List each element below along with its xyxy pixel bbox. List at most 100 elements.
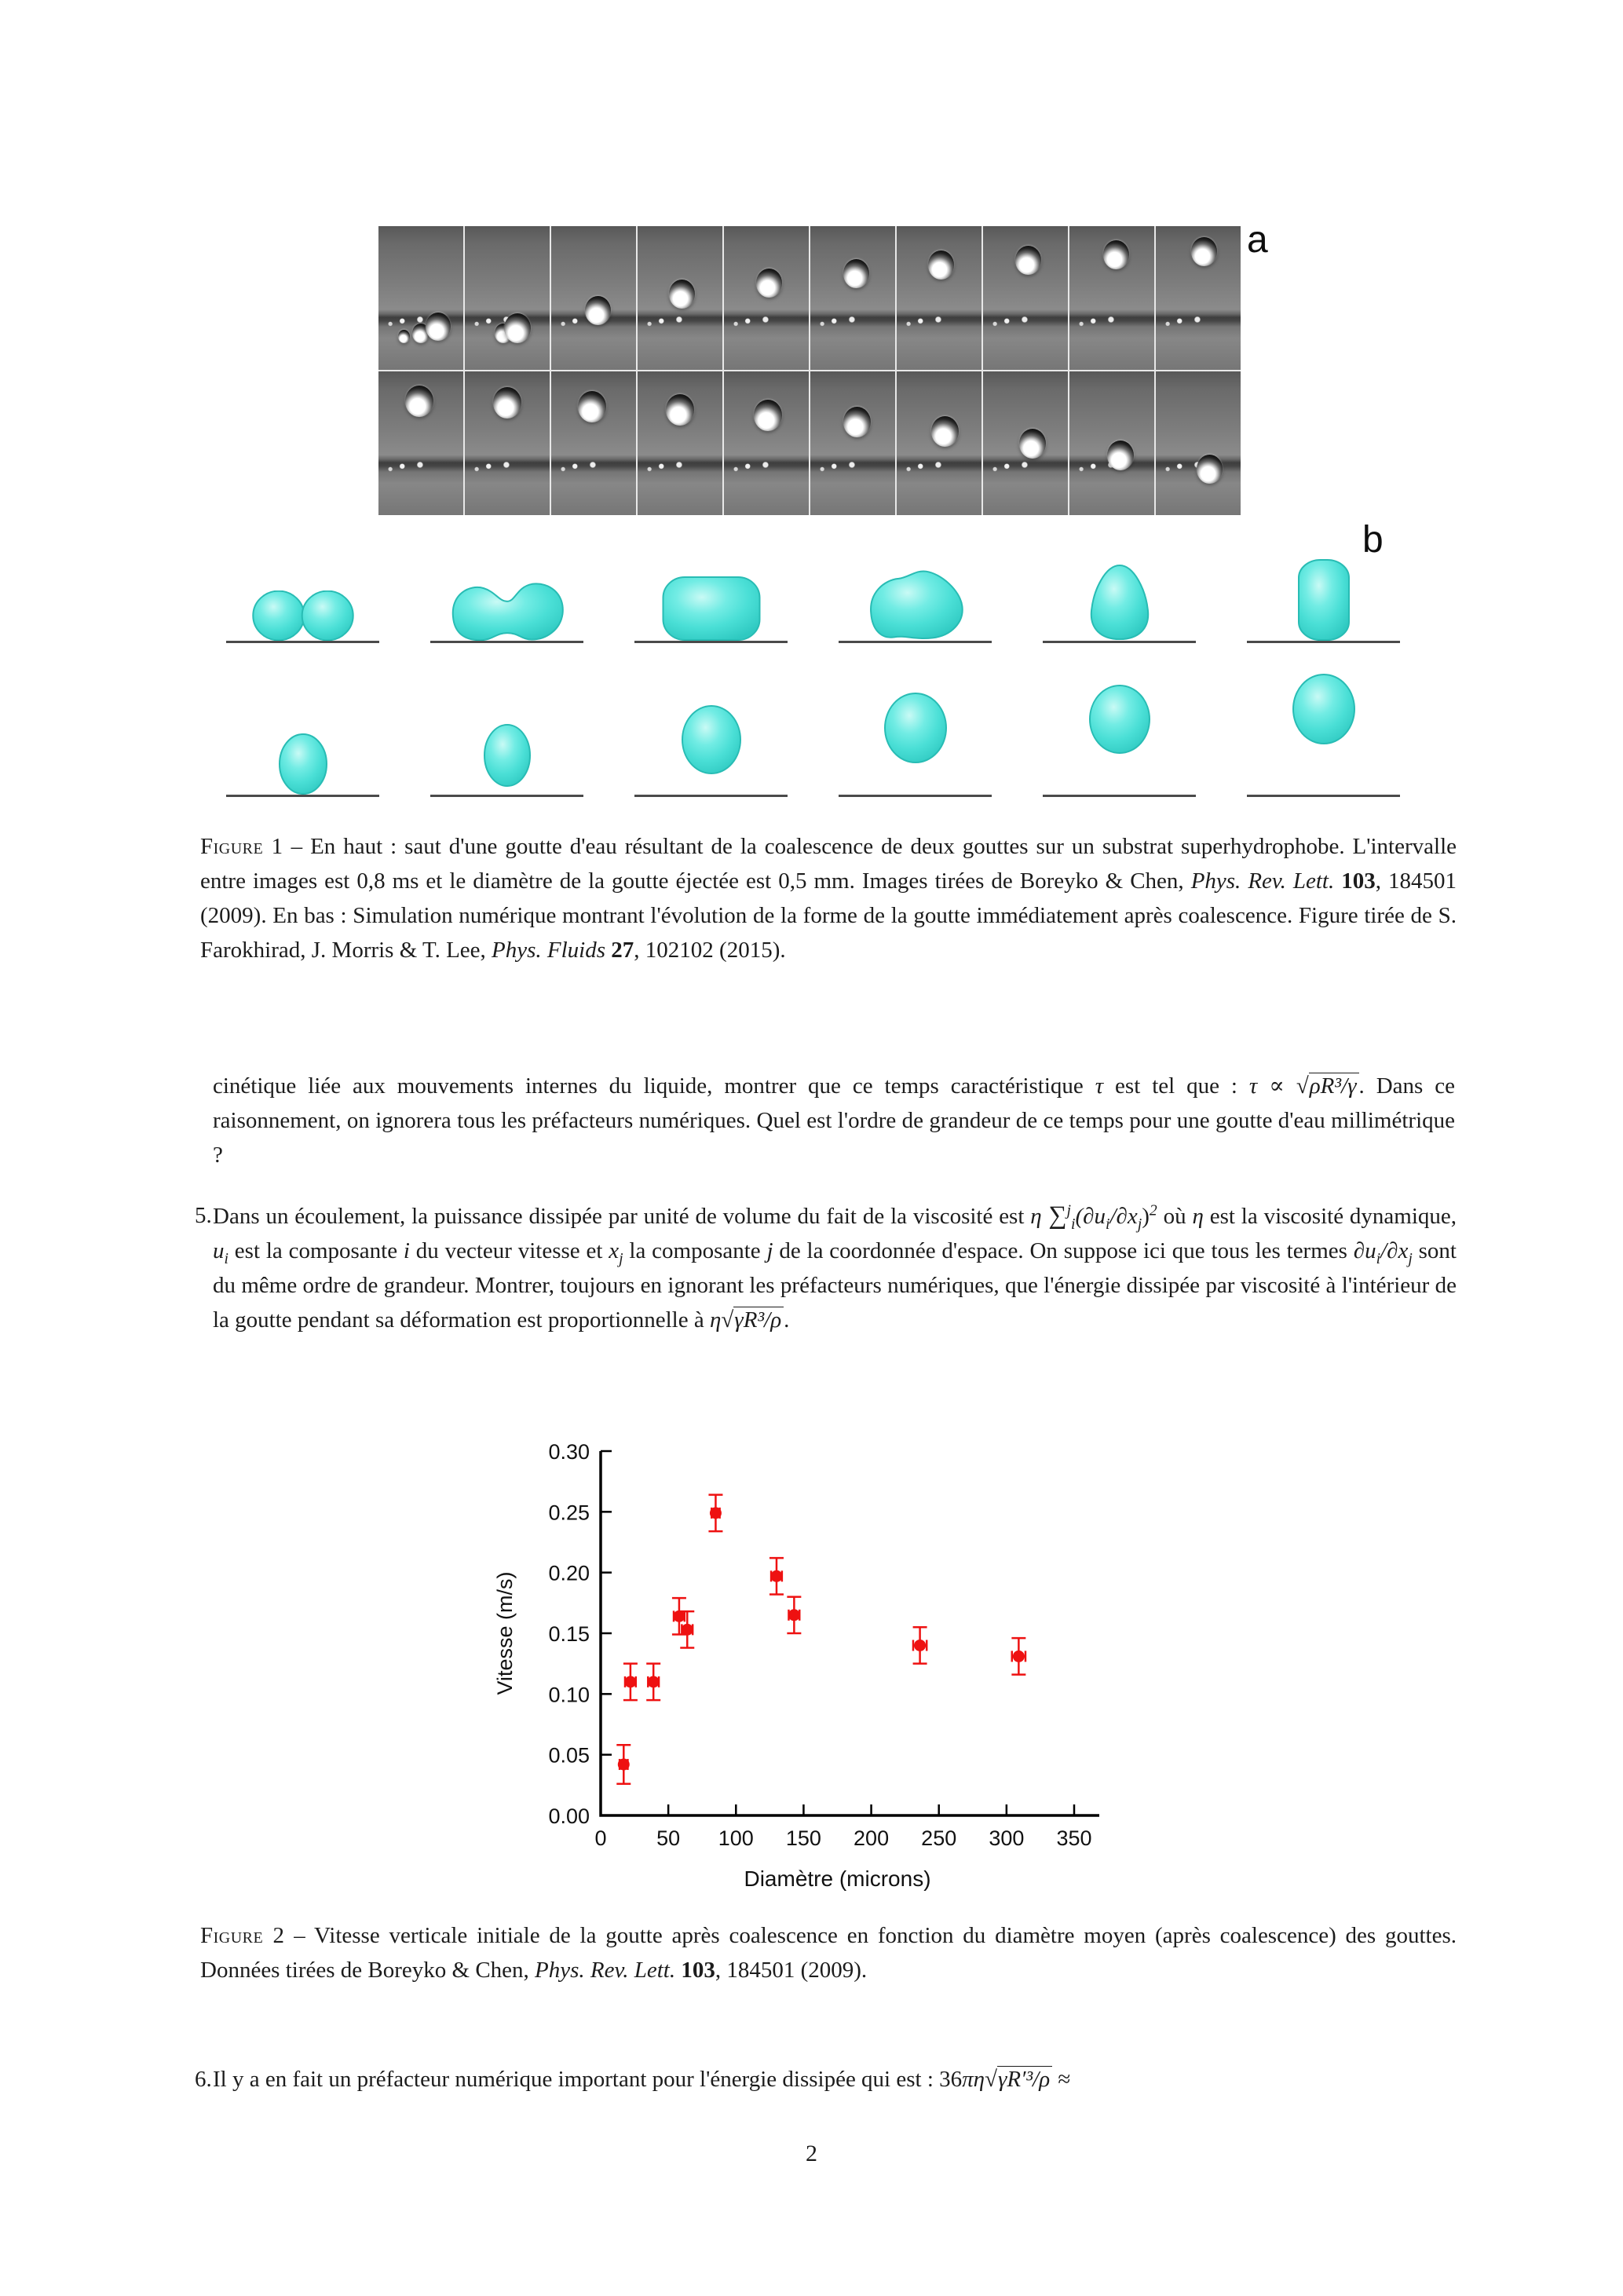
water-droplet (1191, 237, 1217, 266)
x-tick-label: 50 (656, 1826, 680, 1850)
photo-frame (810, 371, 895, 515)
photo-frame (810, 226, 895, 370)
photo-frame (1156, 226, 1241, 370)
page-number: 2 (806, 2141, 817, 2166)
x-tick-label: 350 (1056, 1826, 1091, 1850)
water-droplet (585, 296, 611, 325)
photo-frame (983, 371, 1068, 515)
water-droplet (1015, 246, 1041, 275)
data-point (709, 1507, 722, 1519)
sim-frame (839, 542, 992, 643)
sqrt-formula: √ρR³/γ (1296, 1069, 1359, 1103)
droplet-shape-pair (251, 590, 354, 641)
data-point (624, 1676, 637, 1688)
droplet-shape-egg (278, 733, 327, 795)
panel-b-label: b (1362, 519, 1384, 561)
droplet-shape-slab (662, 576, 760, 641)
item-5-number: 5. (195, 1203, 212, 1228)
droplet-shape-egg (1292, 674, 1355, 744)
photo-frame (551, 371, 636, 515)
water-droplet (398, 330, 410, 343)
water-droplet (928, 250, 954, 280)
droplet-shape-egg (883, 693, 947, 763)
figure2-chart: 0.00 0.05 0.10 0.15 0.20 0.25 0.30 0 50 100 150 200… (471, 1421, 1131, 1908)
photo-frame (724, 371, 809, 515)
photo-frame (638, 226, 722, 370)
droplet-shape-peanut (451, 583, 564, 641)
water-droplet (1019, 429, 1046, 459)
figure1-caption: Figure 1 – En haut : saut d'une goutte d… (200, 834, 1457, 963)
x-tick-label: 100 (718, 1826, 754, 1850)
x-tick-label: 0 (594, 1826, 606, 1850)
water-droplet (843, 259, 869, 288)
droplet-shape-column (1297, 559, 1350, 641)
photo-frame (378, 371, 463, 515)
x-axis-title: Diamètre (microns) (744, 1866, 930, 1891)
sim-frame (634, 694, 788, 797)
x-tick-label: 200 (854, 1826, 889, 1850)
droplet-shape-egg (681, 705, 741, 774)
x-tick-label: 250 (921, 1826, 956, 1850)
panel-a-label: a (1247, 219, 1268, 261)
water-droplet (754, 400, 782, 431)
water-droplet (669, 280, 695, 309)
sqrt-formula: √γR′³/ρ (985, 2062, 1053, 2097)
data-point (617, 1758, 630, 1771)
sim-frame (1247, 674, 1400, 797)
data-point (770, 1570, 783, 1582)
droplet-shape-egg (1088, 685, 1150, 754)
water-droplet (1197, 455, 1223, 484)
x-tick-label: 300 (989, 1826, 1024, 1850)
item-6: 6. Il y a en fait un préfacteur numériqu… (195, 2062, 1457, 2097)
photo-frame (465, 226, 550, 370)
photo-frame (724, 226, 809, 370)
photo-frame (1069, 226, 1154, 370)
photo-frame (1069, 371, 1154, 515)
sim-frame (430, 694, 583, 797)
droplet-shape-egg (483, 724, 531, 787)
sim-frame (1043, 542, 1196, 643)
y-tick-label: 0.30 (548, 1440, 590, 1464)
water-droplet (931, 416, 959, 447)
water-droplet (1107, 441, 1134, 470)
y-tick-label: 0.20 (548, 1562, 590, 1585)
sim-frame (430, 542, 583, 643)
scatter-plot: 0.00 0.05 0.10 0.15 0.20 0.25 0.30 0 50 100 150 200… (493, 1440, 1099, 1891)
photo-frame (897, 226, 981, 370)
figure1-photo-sequence (378, 226, 1241, 515)
droplet-shape-blob (869, 570, 963, 639)
y-tick-label: 0.15 (548, 1622, 590, 1646)
item-5: 5. Dans un écoulement, la puissance diss… (195, 1198, 1457, 1337)
droplet-shape-gumdrop (1090, 564, 1149, 641)
photo-frame (551, 226, 636, 370)
figure2-caption: Figure 2 – Vitesse verticale initiale de… (200, 1923, 1457, 1983)
sqrt-formula: √γR³/ρ (721, 1303, 784, 1337)
data-point (673, 1610, 685, 1622)
sim-frame (634, 542, 788, 643)
water-droplet (1103, 240, 1129, 269)
water-droplet (666, 394, 694, 426)
item-6-number: 6. (195, 2067, 212, 2092)
item-5-text: Dans un écoulement, la puissance dissipé… (213, 1198, 1457, 1337)
item-6-text: Il y a en fait un préfacteur numérique i… (213, 2062, 1457, 2097)
water-droplet (412, 324, 430, 343)
water-droplet (578, 391, 606, 422)
data-point (681, 1623, 693, 1636)
photo-frame (897, 371, 981, 515)
data-point (647, 1676, 660, 1688)
photo-frame (1156, 371, 1241, 515)
paragraph-item4-continuation: cinétique liée aux mouvements internes d… (213, 1069, 1455, 1172)
photo-frame (983, 226, 1068, 370)
data-point (914, 1639, 927, 1651)
sim-frame (226, 694, 379, 797)
y-tick-label: 0.10 (548, 1683, 590, 1706)
x-tick-label: 150 (786, 1826, 821, 1850)
sim-frame (1043, 685, 1196, 797)
water-droplet (843, 407, 871, 437)
data-point (1012, 1650, 1025, 1662)
y-tick-label: 0.05 (548, 1744, 590, 1768)
y-tick-label: 0.25 (548, 1501, 590, 1524)
y-axis-title: Vitesse (m/s) (493, 1571, 517, 1695)
water-droplet (756, 269, 782, 298)
